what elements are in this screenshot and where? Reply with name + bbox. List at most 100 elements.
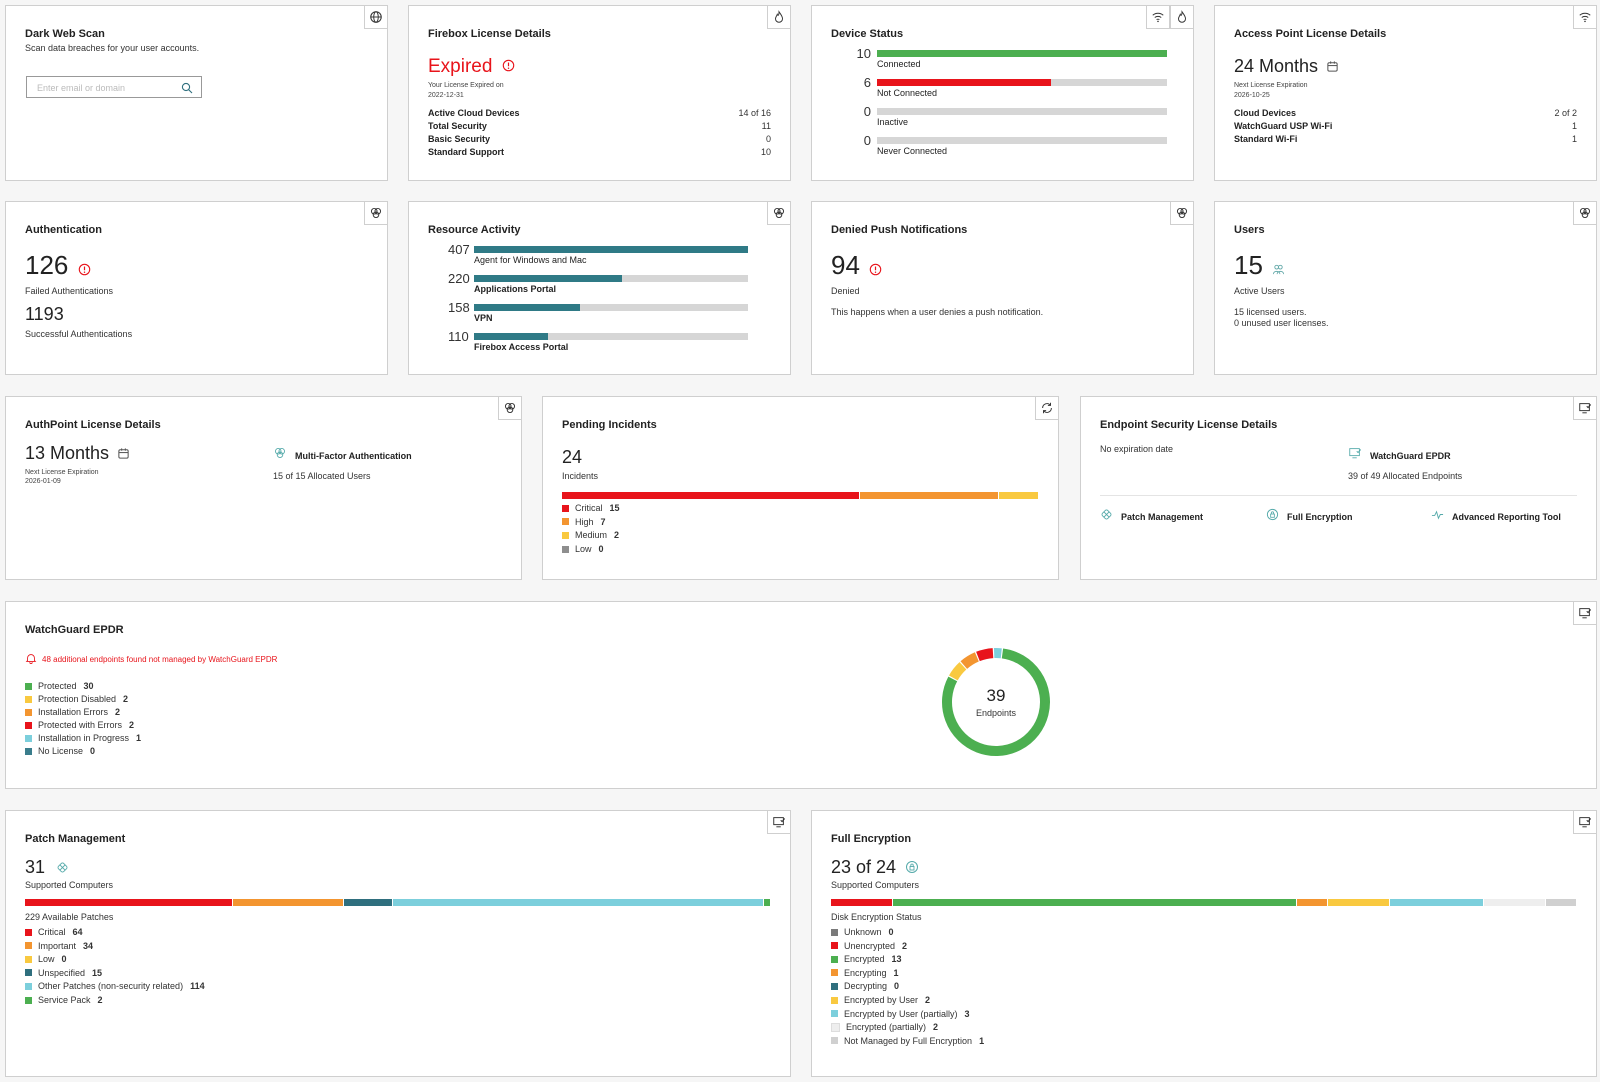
allocated-endpoints: 39 of 49 Allocated Endpoints bbox=[1348, 471, 1463, 481]
legend-value: 2 bbox=[97, 995, 103, 1005]
flame-icon[interactable] bbox=[1170, 5, 1194, 29]
legend-swatch bbox=[831, 1022, 840, 1032]
legend-value: 1 bbox=[979, 1035, 985, 1046]
authpoint-duration: 13 Months bbox=[25, 443, 130, 465]
mfa-product: Multi-Factor Authentication bbox=[273, 446, 412, 465]
legend-label: Encrypting bbox=[844, 967, 887, 978]
legend-value: 2 bbox=[115, 707, 121, 717]
legend-item: Encrypted by User 2 bbox=[831, 995, 930, 1005]
legend-item: Service Pack 2 bbox=[25, 995, 103, 1005]
legend-swatch bbox=[25, 928, 32, 936]
legend-item: Installation in Progress 1 bbox=[25, 733, 141, 743]
legend-label: High bbox=[575, 516, 594, 527]
users-count-value: 15 bbox=[1234, 250, 1263, 280]
authpoint-icon[interactable] bbox=[364, 201, 388, 225]
available-patches: 229 Available Patches bbox=[25, 912, 114, 922]
epdr-alert[interactable]: 48 additional endpoints found not manage… bbox=[25, 652, 277, 666]
bar-track bbox=[877, 108, 1167, 115]
firebox-license-card: Firebox License Details Expired Your Lic… bbox=[408, 5, 791, 181]
search-icon[interactable] bbox=[181, 81, 193, 99]
legend-swatch bbox=[25, 969, 32, 977]
legend-swatch bbox=[562, 504, 569, 512]
license-row: Standard Wi-Fi 1 bbox=[1234, 134, 1577, 144]
bar-label: Firebox Access Portal bbox=[474, 342, 569, 352]
authpoint-icon[interactable] bbox=[498, 396, 522, 420]
monitor-shield-icon[interactable] bbox=[1573, 810, 1597, 834]
legend-item: Protected with Errors 2 bbox=[25, 720, 134, 730]
count-value: 23 of 24 bbox=[831, 857, 897, 877]
monitor-shield-icon[interactable] bbox=[767, 810, 791, 834]
legend-value: 0 bbox=[598, 544, 604, 555]
flame-icon[interactable] bbox=[767, 5, 791, 29]
legend-item: Encrypted (partially) 2 bbox=[831, 1022, 938, 1032]
legend-swatch bbox=[25, 996, 32, 1004]
module-label: Patch Management bbox=[1121, 512, 1204, 522]
legend-swatch bbox=[831, 942, 838, 950]
next-expiration-label: Next License Expiration bbox=[25, 469, 99, 476]
bar-fill bbox=[474, 275, 623, 282]
pulse-icon bbox=[1431, 508, 1444, 526]
patch-stacked-bar bbox=[25, 899, 771, 906]
legend-item: Encrypted 13 bbox=[831, 954, 902, 964]
legend-label: Medium bbox=[575, 530, 608, 541]
dark-web-scan-title: Dark Web Scan bbox=[25, 28, 105, 40]
row-value: 0 bbox=[765, 134, 771, 144]
legend-label: Unspecified bbox=[38, 967, 86, 978]
monitor-shield-icon[interactable] bbox=[1573, 601, 1597, 625]
legend-value: 13 bbox=[891, 954, 902, 965]
wifi-icon[interactable] bbox=[1146, 5, 1170, 29]
patch-icon bbox=[56, 858, 69, 879]
legend-swatch bbox=[25, 955, 32, 963]
monitor-shield-icon[interactable] bbox=[1573, 396, 1597, 420]
bar-label: Inactive bbox=[877, 117, 909, 127]
legend-label: Low bbox=[575, 544, 592, 555]
row-key: Total Security bbox=[428, 121, 487, 131]
row-value: 14 of 16 bbox=[738, 108, 771, 118]
bar-count: 10 bbox=[856, 46, 871, 61]
globe-icon[interactable] bbox=[364, 5, 388, 29]
legend-swatch bbox=[562, 518, 569, 526]
error-icon bbox=[502, 56, 515, 78]
authpoint-icon[interactable] bbox=[767, 201, 791, 225]
expired-label: Your License Expired on bbox=[428, 82, 504, 89]
supported-computers-count: 31 bbox=[25, 857, 69, 879]
legend-item: No License 0 bbox=[25, 746, 95, 756]
denied-push-card: Denied Push Notifications 94 Denied This… bbox=[811, 201, 1194, 375]
row-value: 1 bbox=[1571, 121, 1577, 131]
legend-swatch bbox=[25, 942, 32, 950]
module-full-encryption: Full Encryption bbox=[1266, 508, 1353, 526]
legend-value: 34 bbox=[83, 940, 94, 951]
legend-label: Not Managed by Full Encryption bbox=[844, 1035, 973, 1046]
bar-count: 0 bbox=[863, 104, 871, 119]
legend-value: 7 bbox=[600, 516, 606, 527]
legend-item: Other Patches (non-security related) 114 bbox=[25, 981, 205, 991]
bar-track bbox=[877, 50, 1167, 57]
legend-label: Critical bbox=[575, 503, 603, 513]
row-key: Standard Support bbox=[428, 147, 504, 157]
bar-track bbox=[877, 137, 1167, 144]
legend-item: Medium 2 bbox=[562, 530, 619, 540]
legend-label: Important bbox=[38, 940, 77, 951]
legend-swatch bbox=[831, 1037, 838, 1045]
dark-web-search-input[interactable] bbox=[35, 78, 179, 98]
legend-item: Decrypting 0 bbox=[831, 981, 899, 991]
refresh-icon[interactable] bbox=[1035, 396, 1059, 420]
bar-segment bbox=[831, 899, 893, 906]
legend-value: 3 bbox=[964, 1008, 970, 1019]
bar-track bbox=[474, 304, 748, 311]
legend-value: 30 bbox=[83, 681, 94, 691]
users-card: Users 15 Active Users 15 licensed users.… bbox=[1214, 201, 1597, 375]
legend-value: 2 bbox=[925, 995, 931, 1005]
legend-value: 0 bbox=[90, 746, 96, 756]
next-expiration-label: Next License Expiration bbox=[1234, 82, 1308, 89]
epdr-product-name: WatchGuard EPDR bbox=[1370, 450, 1451, 461]
wifi-icon[interactable] bbox=[1573, 5, 1597, 29]
authpoint-icon[interactable] bbox=[1170, 201, 1194, 225]
row-key: Standard Wi-Fi bbox=[1234, 134, 1298, 144]
bar-label: VPN bbox=[474, 313, 493, 323]
authpoint-icon[interactable] bbox=[1573, 201, 1597, 225]
legend-value: 64 bbox=[72, 927, 83, 937]
legend-label: Protected with Errors bbox=[38, 720, 123, 730]
bar-segment bbox=[893, 899, 1297, 906]
legend-value: 15 bbox=[92, 967, 103, 978]
